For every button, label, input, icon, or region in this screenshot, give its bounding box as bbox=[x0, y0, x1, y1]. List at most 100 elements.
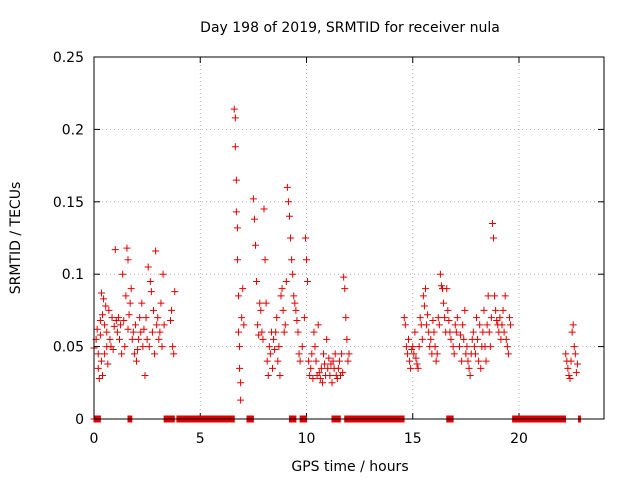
data-point bbox=[483, 321, 491, 329]
x-tick-label: 5 bbox=[196, 431, 205, 447]
data-point bbox=[450, 350, 458, 358]
data-point bbox=[571, 350, 579, 358]
data-point bbox=[335, 357, 343, 365]
data-point bbox=[99, 311, 106, 319]
data-point bbox=[250, 215, 258, 223]
data-point bbox=[410, 350, 418, 358]
data-point bbox=[127, 285, 135, 293]
data-point bbox=[486, 343, 494, 351]
data-point bbox=[456, 343, 463, 351]
data-point bbox=[168, 306, 176, 314]
data-point bbox=[142, 314, 150, 322]
data-point bbox=[279, 306, 287, 314]
data-point bbox=[499, 306, 507, 314]
data-point bbox=[324, 364, 332, 372]
data-point bbox=[264, 372, 272, 380]
data-point bbox=[492, 306, 500, 314]
data-point bbox=[275, 343, 283, 351]
data-point bbox=[422, 285, 429, 293]
x-axis-label: GPS time / hours bbox=[291, 459, 408, 475]
data-point bbox=[451, 321, 459, 329]
plot-frame bbox=[93, 56, 605, 420]
data-point bbox=[316, 374, 324, 382]
y-axis-label: SRMTID / TECUs bbox=[8, 182, 24, 295]
data-point bbox=[262, 299, 270, 307]
data-point bbox=[570, 343, 578, 351]
data-point bbox=[271, 345, 279, 353]
data-point bbox=[505, 314, 513, 322]
data-point bbox=[308, 350, 316, 358]
data-point bbox=[136, 314, 144, 322]
data-point bbox=[233, 256, 241, 264]
data-point bbox=[240, 321, 248, 329]
data-point bbox=[333, 374, 341, 382]
data-point bbox=[569, 321, 577, 329]
data-point bbox=[270, 335, 278, 343]
data-point bbox=[500, 328, 508, 336]
data-point bbox=[160, 321, 168, 329]
data-point bbox=[565, 372, 573, 380]
data-point bbox=[109, 345, 117, 353]
data-point bbox=[420, 302, 428, 310]
data-point bbox=[148, 328, 156, 336]
data-point bbox=[564, 364, 572, 372]
data-point bbox=[474, 335, 482, 343]
data-point bbox=[288, 256, 296, 264]
data-point bbox=[339, 369, 347, 377]
data-point bbox=[405, 335, 412, 343]
data-point bbox=[466, 372, 474, 380]
data-point bbox=[314, 321, 322, 329]
data-point bbox=[283, 183, 291, 191]
data-point bbox=[232, 176, 240, 184]
data-point bbox=[457, 331, 465, 339]
data-point bbox=[444, 306, 452, 314]
data-point bbox=[111, 246, 119, 254]
data-point bbox=[286, 212, 293, 220]
data-point bbox=[125, 311, 133, 319]
data-point bbox=[304, 277, 312, 285]
data-point bbox=[171, 288, 179, 296]
data-point bbox=[94, 350, 102, 358]
data-point bbox=[311, 343, 319, 351]
data-point bbox=[419, 292, 427, 300]
data-point bbox=[153, 321, 161, 329]
x-tick-label: 0 bbox=[90, 431, 99, 447]
data-point bbox=[138, 299, 146, 307]
data-point bbox=[507, 321, 514, 329]
data-point bbox=[110, 322, 118, 330]
data-point bbox=[151, 350, 159, 358]
data-point bbox=[282, 277, 290, 285]
data-point bbox=[97, 289, 105, 297]
data-point bbox=[170, 350, 178, 358]
x-tick-label: 10 bbox=[298, 431, 316, 447]
data-point bbox=[496, 314, 504, 322]
data-point bbox=[443, 285, 451, 293]
data-point bbox=[100, 295, 108, 303]
data-point bbox=[119, 270, 127, 278]
data-point bbox=[400, 314, 408, 322]
data-point bbox=[260, 205, 268, 213]
data-point bbox=[141, 372, 149, 380]
data-point bbox=[147, 288, 155, 296]
y-tick-label: 0.25 bbox=[53, 50, 84, 66]
y-tick-label: 0.15 bbox=[53, 195, 84, 211]
data-point bbox=[169, 343, 177, 351]
data-point bbox=[315, 369, 323, 377]
data-point bbox=[487, 314, 495, 322]
data-point bbox=[124, 325, 132, 333]
data-point bbox=[465, 364, 473, 372]
data-point bbox=[318, 379, 326, 387]
data-point bbox=[249, 195, 257, 203]
data-point bbox=[460, 335, 468, 343]
data-point bbox=[458, 357, 466, 365]
data-point bbox=[235, 292, 242, 300]
data-point bbox=[334, 364, 342, 372]
data-point bbox=[449, 343, 457, 351]
data-point bbox=[484, 292, 492, 300]
data-point bbox=[122, 292, 130, 300]
data-point bbox=[238, 314, 246, 322]
data-point bbox=[433, 350, 441, 358]
data-point bbox=[291, 299, 299, 307]
data-point bbox=[415, 343, 423, 351]
data-point bbox=[312, 357, 320, 365]
